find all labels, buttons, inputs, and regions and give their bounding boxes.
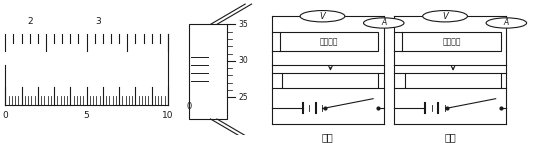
Circle shape: [364, 18, 404, 28]
Bar: [282, 73, 378, 88]
Text: 待测电阔: 待测电阔: [442, 37, 461, 46]
Text: A: A: [381, 18, 386, 27]
Circle shape: [300, 11, 345, 22]
Circle shape: [486, 18, 527, 28]
Text: 25: 25: [238, 93, 248, 102]
Text: 0: 0: [3, 111, 8, 120]
Bar: [189, 24, 227, 119]
Text: 2: 2: [28, 17, 34, 26]
Bar: [402, 32, 501, 51]
Text: 10: 10: [162, 111, 174, 120]
Text: V: V: [320, 12, 325, 21]
Text: 0: 0: [187, 102, 192, 111]
Text: 图甲: 图甲: [322, 133, 334, 142]
Text: 图乙: 图乙: [445, 133, 456, 142]
Text: 35: 35: [238, 20, 248, 29]
Text: V: V: [442, 12, 448, 21]
Bar: [405, 73, 501, 88]
Text: 30: 30: [238, 56, 248, 65]
Circle shape: [423, 11, 467, 22]
Text: 5: 5: [84, 111, 90, 120]
Text: A: A: [504, 18, 509, 27]
Bar: [280, 32, 378, 51]
Text: 3: 3: [95, 17, 101, 26]
Text: 待测电阔: 待测电阔: [320, 37, 338, 46]
